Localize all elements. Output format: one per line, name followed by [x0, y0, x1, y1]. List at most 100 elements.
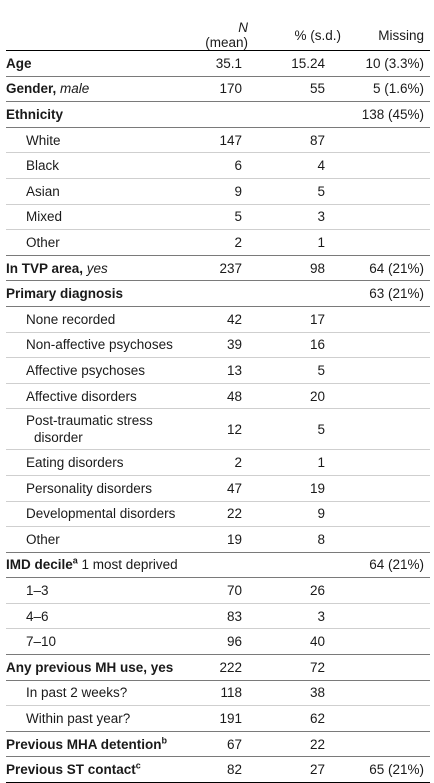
cell-label: Previous MHA detentionb	[6, 731, 196, 758]
cell-n: 13	[196, 357, 276, 384]
header-label-cell	[6, 20, 196, 51]
cell-text: IMD decile	[6, 557, 73, 573]
row-age: Age 35.1 15.24 10 (3.3%)	[6, 50, 430, 77]
row-imd-4-6: 4–6 83 3	[6, 603, 430, 630]
cell-label: In TVP area, yes	[6, 255, 196, 282]
cell-n: 70	[196, 577, 276, 604]
row-dx-none-recorded: None recorded 42 17	[6, 306, 430, 333]
row-dx-other: Other 19 8	[6, 526, 430, 553]
cell-n: 237	[196, 255, 276, 282]
cell-text: In TVP area,	[6, 260, 84, 276]
row-imd-1-3: 1–3 70 26	[6, 577, 430, 604]
row-ethnicity-other: Other 2 1	[6, 229, 430, 256]
cell-pct: 3	[276, 204, 343, 231]
row-ethnicity: Ethnicity 138 (45%)	[6, 101, 430, 128]
table-header-row: N (mean) % (s.d.) Missing	[6, 20, 430, 51]
cell-pct: 17	[276, 306, 343, 333]
row-primary-diagnosis: Primary diagnosis 63 (21%)	[6, 280, 430, 307]
cell-text: disorder	[34, 430, 83, 446]
cell-pct: 9	[276, 501, 343, 528]
cell-miss	[343, 383, 430, 410]
cell-pct: 5	[276, 357, 343, 384]
cell-label: Affective disorders	[6, 383, 196, 410]
cell-n	[196, 280, 276, 307]
row-dx-affective-disorders: Affective disorders 48 20	[6, 383, 430, 410]
cell-label: 1–3	[6, 577, 196, 604]
cell-text: Gender,	[6, 81, 57, 97]
cell-label: IMD decilea 1 most deprived	[6, 552, 196, 579]
cell-n: 22	[196, 501, 276, 528]
cell-miss: 64 (21%)	[343, 255, 430, 282]
cell-text: Post-traumatic stress	[26, 413, 153, 429]
cell-miss	[343, 357, 430, 384]
cell-miss	[343, 204, 430, 231]
row-gender: Gender, male 170 55 5 (1.6%)	[6, 76, 430, 103]
cell-text: (mean)	[205, 35, 248, 50]
cell-text: Previous MHA detention	[6, 736, 162, 752]
row-previous-st-contact: Previous ST contactc 82 27 65 (21%)	[6, 756, 430, 783]
row-ethnicity-black: Black 6 4	[6, 152, 430, 179]
cell-text: c	[135, 760, 141, 771]
cell-miss	[343, 680, 430, 707]
cell-miss	[343, 577, 430, 604]
cell-pct	[276, 552, 343, 579]
cell-pct: 87	[276, 127, 343, 154]
demographics-table: N (mean) % (s.d.) Missing Age 35.1 15.24…	[6, 20, 430, 783]
cell-miss	[343, 408, 430, 451]
cell-text: male	[56, 81, 90, 97]
cell-n: 191	[196, 705, 276, 732]
cell-miss: 63 (21%)	[343, 280, 430, 307]
cell-miss	[343, 603, 430, 630]
cell-n: 96	[196, 628, 276, 656]
cell-n: 83	[196, 603, 276, 630]
cell-text: N	[238, 20, 248, 35]
cell-pct: 15.24	[276, 50, 343, 77]
cell-miss	[343, 731, 430, 758]
cell-miss	[343, 127, 430, 154]
cell-pct: 40	[276, 628, 343, 656]
cell-miss	[343, 332, 430, 359]
cell-miss: 5 (1.6%)	[343, 76, 430, 103]
cell-n: 2	[196, 229, 276, 256]
cell-label: Previous ST contactc	[6, 756, 196, 783]
cell-label: Other	[6, 526, 196, 553]
cell-pct: 19	[276, 475, 343, 502]
cell-pct	[276, 280, 343, 307]
cell-text: Previous ST contact	[6, 762, 136, 778]
cell-text: b	[161, 735, 168, 746]
cell-miss	[343, 705, 430, 732]
row-dx-personality-disorders: Personality disorders 47 19	[6, 475, 430, 502]
header-missing: Missing	[343, 20, 430, 51]
cell-miss: 138 (45%)	[343, 101, 430, 128]
cell-miss	[343, 501, 430, 528]
cell-pct: 55	[276, 76, 343, 103]
cell-n: 67	[196, 731, 276, 758]
cell-pct: 5	[276, 178, 343, 205]
cell-label: Black	[6, 152, 196, 179]
cell-pct: 27	[276, 756, 343, 783]
cell-label: Eating disorders	[6, 449, 196, 476]
cell-label: White	[6, 127, 196, 154]
row-previous-mh-use: Any previous MH use, yes 222 72	[6, 654, 430, 681]
cell-n: 19	[196, 526, 276, 553]
cell-pct: 1	[276, 229, 343, 256]
cell-pct: 98	[276, 255, 343, 282]
row-mh-past-year: Within past year? 191 62	[6, 705, 430, 732]
row-imd-7-10: 7–10 96 40	[6, 628, 430, 656]
cell-pct: 22	[276, 731, 343, 758]
cell-miss	[343, 526, 430, 553]
cell-n	[196, 101, 276, 128]
cell-label: Age	[6, 50, 196, 77]
cell-miss	[343, 306, 430, 333]
cell-label: Personality disorders	[6, 475, 196, 502]
cell-miss	[343, 628, 430, 656]
cell-pct: 38	[276, 680, 343, 707]
cell-miss: 64 (21%)	[343, 552, 430, 579]
cell-label: Non-affective psychoses	[6, 332, 196, 359]
row-dx-developmental-disorders: Developmental disorders 22 9	[6, 501, 430, 528]
cell-n: 118	[196, 680, 276, 707]
cell-n	[196, 552, 276, 579]
cell-miss	[343, 449, 430, 476]
cell-label: Developmental disorders	[6, 501, 196, 528]
cell-label: Other	[6, 229, 196, 256]
